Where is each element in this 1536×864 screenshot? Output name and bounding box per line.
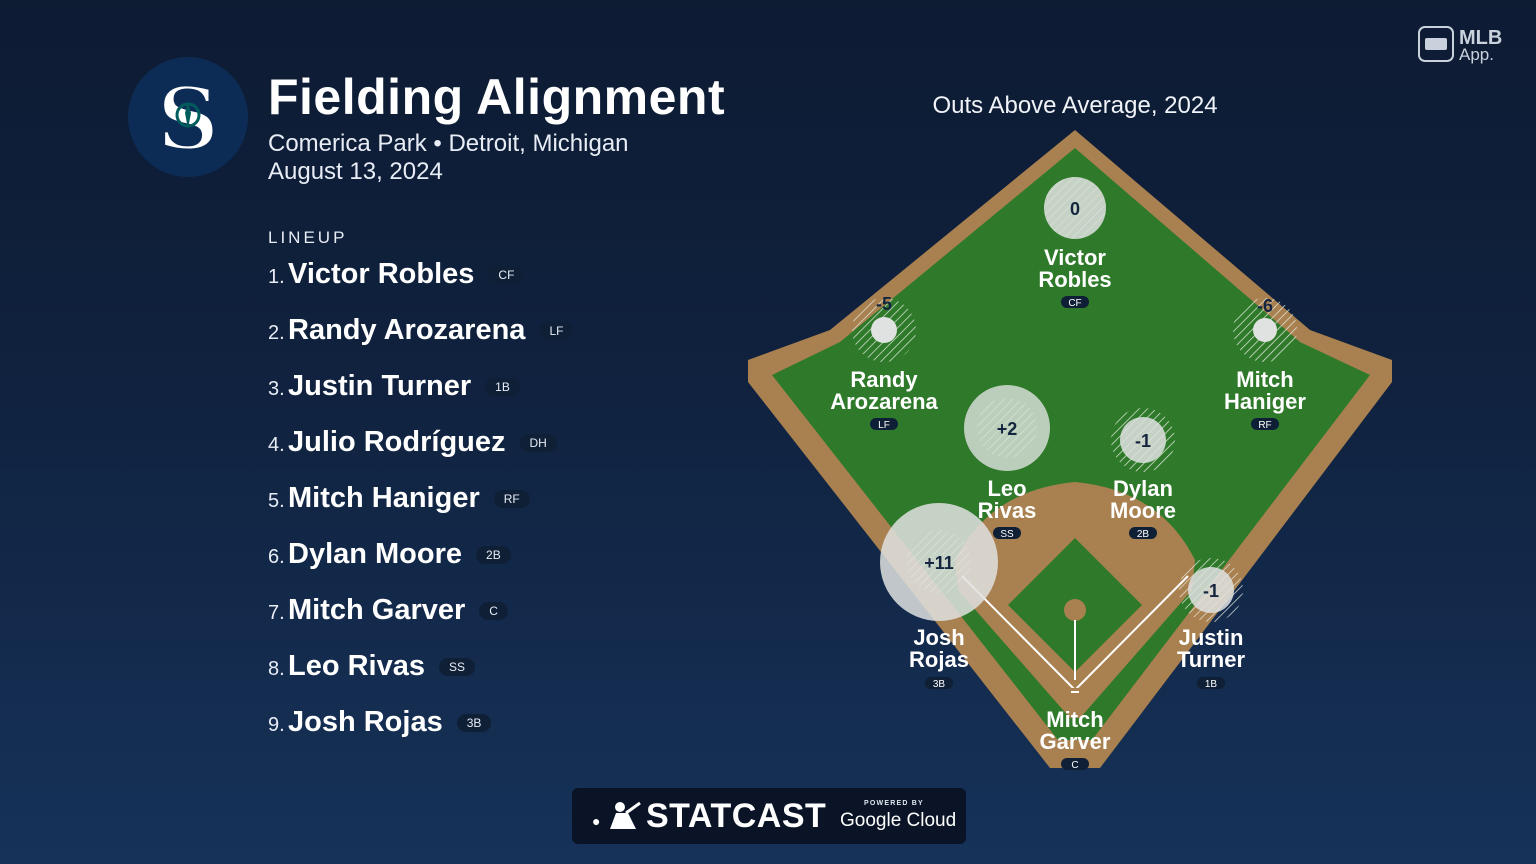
lineup-number: 4. [268, 434, 285, 456]
lineup-number: 3. [268, 378, 285, 400]
venue-text: Comerica Park • Detroit, Michigan [268, 130, 629, 157]
lineup-item: 2. Randy Arozarena LF [268, 314, 574, 354]
fielder-position: SS [1000, 529, 1014, 540]
fielder-first-name: Randy [850, 367, 918, 392]
fielder-first-name: Victor [1044, 245, 1106, 270]
google-cloud-logo: Google Cloud [840, 810, 957, 831]
oaa-value: -1 [1203, 581, 1219, 601]
fielder-position: 2B [1137, 529, 1150, 540]
batter-silhouette-icon [610, 801, 641, 829]
lineup-item: 7. Mitch Garver C [268, 594, 508, 634]
lineup-number: 2. [268, 322, 285, 344]
statcast-branding: ● STATCAST POWERED BY Google Cloud [572, 788, 966, 844]
oaa-value: -5 [876, 294, 892, 314]
fielder-first-name: Justin [1179, 625, 1244, 650]
position-badge: RF [493, 490, 530, 508]
mlb-app-line2: App. [1459, 45, 1494, 64]
player-name: Dylan Moore [288, 538, 463, 570]
lineup-header: LINEUP [268, 228, 348, 247]
player-name: Josh Rojas [288, 706, 443, 738]
team-logo: S [128, 57, 248, 177]
position-badge: LF [539, 322, 574, 340]
player-name: Leo Rivas [288, 650, 425, 682]
fielder-position: RF [1258, 420, 1271, 431]
powered-by-label: POWERED BY [864, 800, 924, 807]
fielder-position: LF [878, 420, 890, 431]
player-name: Victor Robles [288, 258, 475, 290]
oaa-value: +11 [924, 553, 954, 573]
subtitle: Comerica Park • Detroit, Michigan August… [268, 130, 629, 186]
page-title: Fielding Alignment [268, 69, 726, 125]
lineup-item: 4. Julio Rodríguez DH [268, 426, 557, 466]
lineup-item: 5. Mitch Haniger RF [268, 482, 530, 522]
fielder-first-name: Dylan [1113, 476, 1173, 501]
fielder-last-name: Robles [1038, 267, 1111, 292]
position-badge: 2B [476, 546, 511, 564]
oaa-value: -1 [1135, 431, 1151, 451]
fielder-last-name: Garver [1040, 729, 1111, 754]
pitchers-mound [1064, 599, 1086, 621]
lineup-item: 1. Victor Robles CF [268, 258, 525, 298]
field-title: Outs Above Average, 2024 [932, 92, 1218, 119]
fielder-last-name: Rojas [909, 647, 969, 672]
position-badge: DH [519, 434, 557, 452]
fielder-first-name: Mitch [1046, 707, 1103, 732]
fielder-last-name: Moore [1110, 498, 1176, 523]
lineup-number: 1. [268, 266, 285, 288]
lineup-item: 6. Dylan Moore 2B [268, 538, 511, 578]
outfield-grass [772, 148, 1370, 740]
player-name: Mitch Haniger [288, 482, 480, 514]
lineup-number: 8. [268, 658, 285, 680]
fielder-last-name: Turner [1177, 647, 1245, 672]
oaa-value: -6 [1257, 296, 1273, 316]
position-badge: C [479, 602, 508, 620]
mlb-logo-icon [1418, 26, 1454, 62]
mlb-app-badge: MLB App. [1418, 24, 1514, 66]
dot-icon: ● [592, 813, 601, 829]
position-badge: CF [488, 266, 525, 284]
statcast-wordmark: STATCAST [646, 797, 827, 835]
oaa-value: +2 [997, 419, 1018, 439]
fielder-last-name: Arozarena [830, 389, 938, 414]
fielder-first-name: Mitch [1236, 367, 1293, 392]
position-badge: SS [439, 658, 476, 676]
position-badge: 1B [485, 378, 520, 396]
lineup-number: 9. [268, 714, 285, 736]
fielder-position: 3B [933, 679, 946, 690]
player-name: Randy Arozarena [288, 314, 526, 346]
baseball-field: 0 Victor Robles CF -5 Randy Arozarena LF… [740, 120, 1400, 785]
fielder-last-name: Rivas [978, 498, 1037, 523]
fielder-first-name: Leo [987, 476, 1026, 501]
player-name: Justin Turner [288, 370, 472, 402]
fielder-first-name: Josh [913, 625, 964, 650]
fielder-last-name: Haniger [1224, 389, 1306, 414]
fielder-position: 1B [1205, 679, 1218, 690]
lineup-number: 5. [268, 490, 285, 512]
fielder-position: C [1071, 760, 1078, 771]
player-name: Mitch Garver [288, 594, 466, 626]
lineup-number: 6. [268, 546, 285, 568]
lineup-item: 3. Justin Turner 1B [268, 370, 520, 410]
fielder-position: CF [1068, 298, 1081, 309]
player-name: Julio Rodríguez [288, 426, 506, 458]
lineup-item: 8. Leo Rivas SS [268, 650, 476, 690]
mlb-app-line1: MLB [1459, 27, 1502, 49]
lineup-number: 7. [268, 602, 285, 624]
oaa-value: 0 [1070, 199, 1080, 219]
date-text: August 13, 2024 [268, 158, 443, 185]
lineup-item: 9. Josh Rojas 3B [268, 706, 492, 746]
position-badge: 3B [456, 714, 492, 732]
